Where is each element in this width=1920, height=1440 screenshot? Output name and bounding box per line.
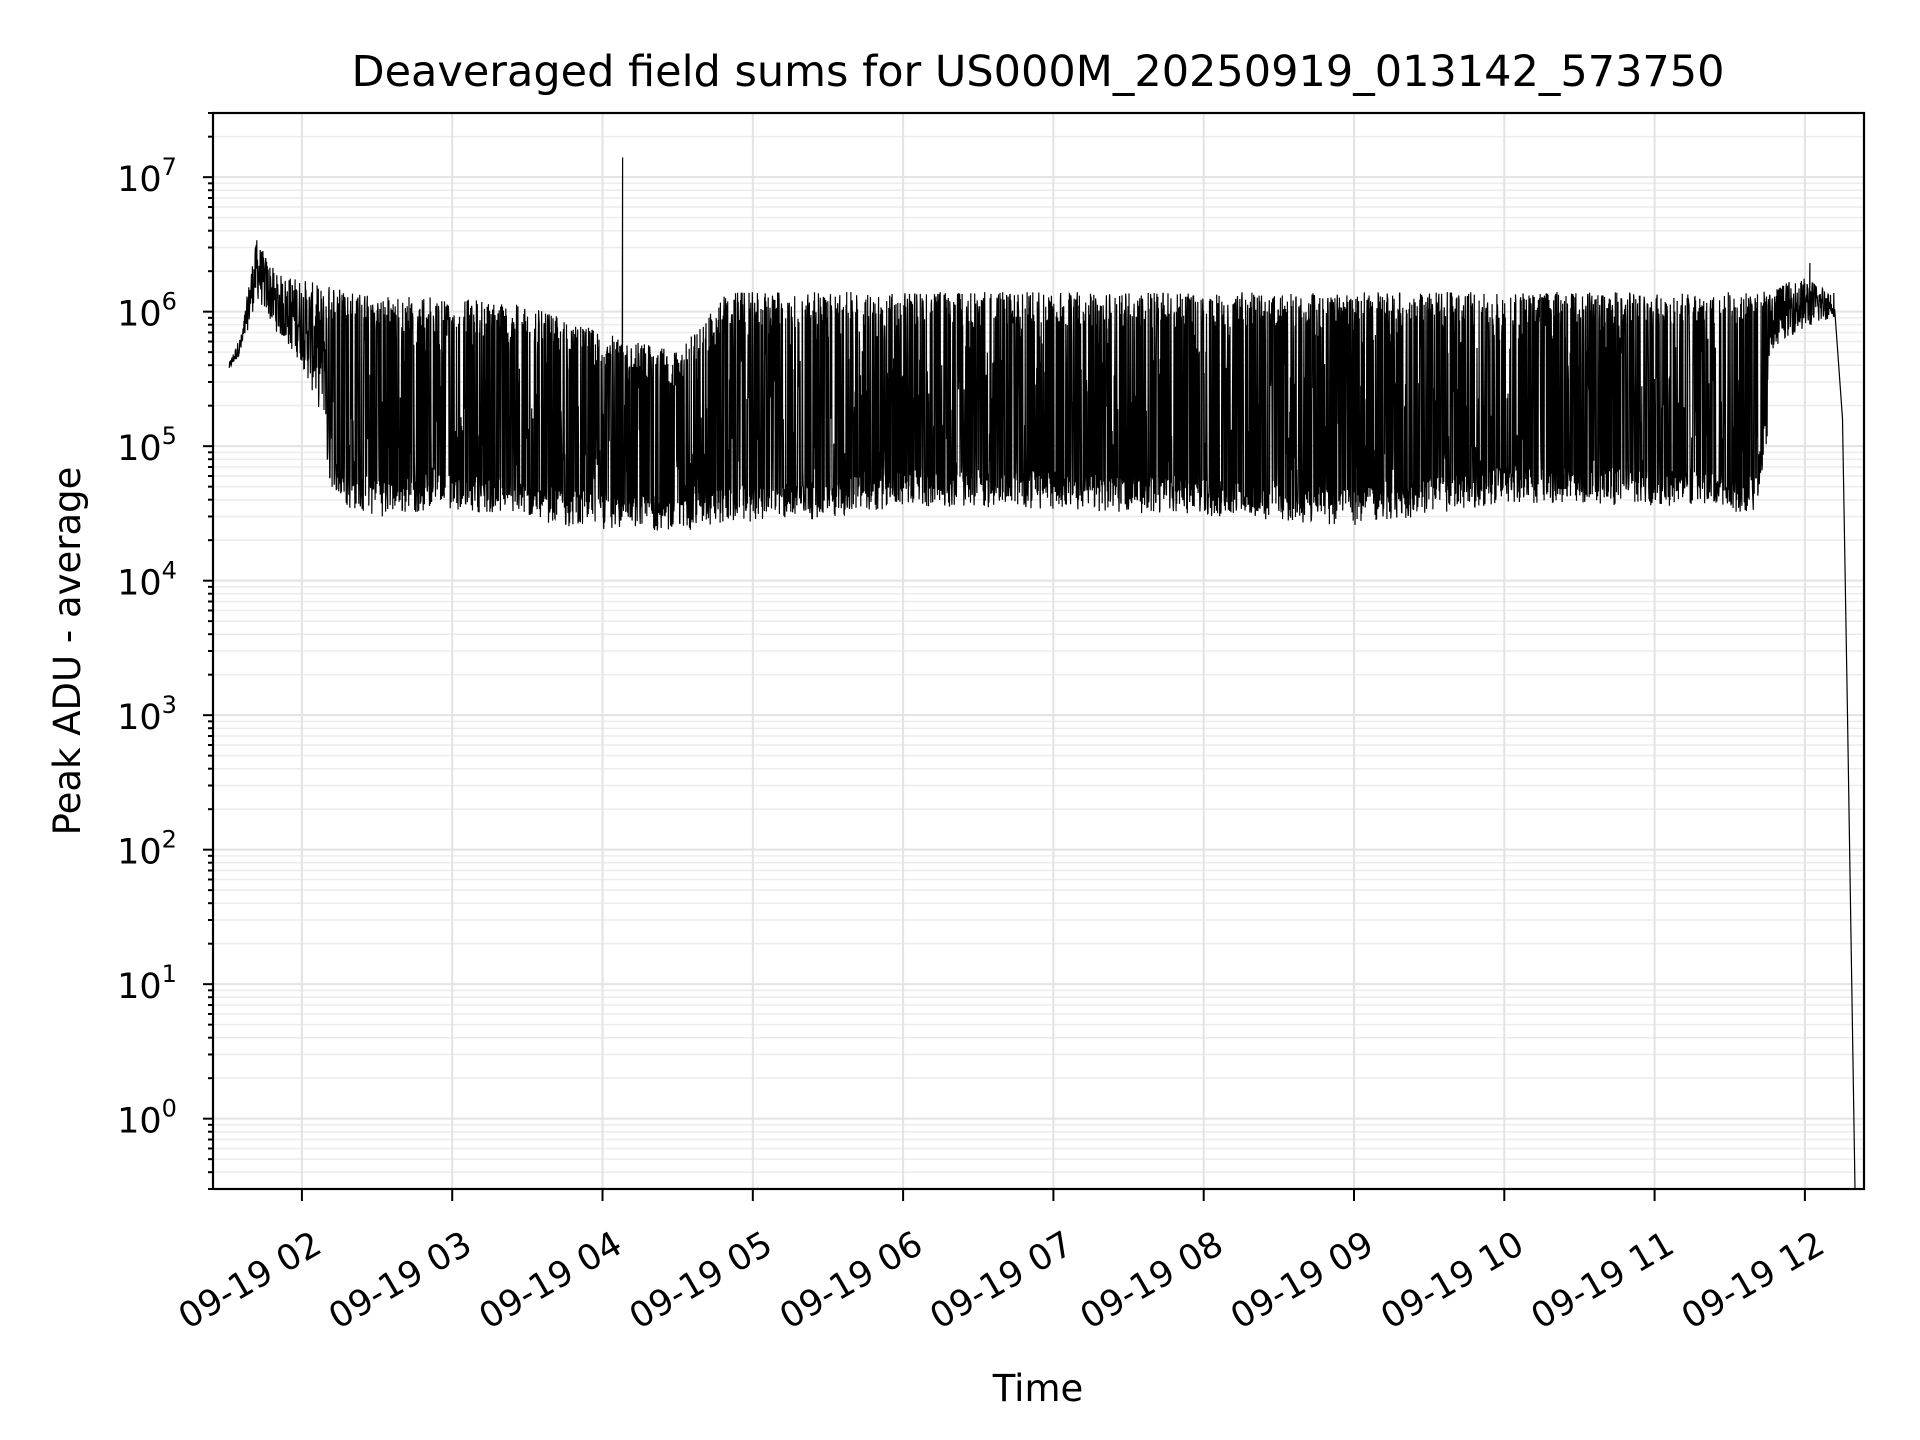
x-tick-label: 09-19 12	[1675, 1224, 1831, 1337]
y-axis: 100 101 102 103 104 105 106 107	[117, 112, 213, 1190]
y-tick-label: 103	[117, 691, 177, 738]
x-tick-label: 09-19 08	[1074, 1224, 1230, 1337]
series	[228, 157, 1856, 1190]
y-tick-label: 104	[117, 557, 177, 604]
x-tick-label: 09-19 04	[473, 1224, 629, 1337]
x-tick-label: 09-19 10	[1375, 1224, 1531, 1337]
x-tick-label: 09-19 11	[1525, 1224, 1681, 1337]
grid	[213, 112, 1864, 1190]
y-tick-label: 106	[117, 288, 177, 335]
x-tick-label: 09-19 06	[773, 1224, 929, 1337]
x-tick-label: 09-19 07	[924, 1224, 1080, 1337]
y-tick-label: 107	[117, 153, 177, 200]
chart-title: Deaveraged field sums for US000M_2025091…	[351, 47, 1724, 97]
x-axis-label: Time	[992, 1367, 1084, 1410]
x-tick-label: 09-19 03	[322, 1224, 478, 1337]
series-line	[228, 157, 1856, 1190]
y-tick-label: 100	[117, 1095, 177, 1142]
y-tick-label: 105	[117, 422, 177, 469]
y-axis-label: Peak ADU - average	[46, 467, 89, 836]
x-tick-label: 09-19 05	[623, 1224, 779, 1337]
x-tick-label: 09-19 09	[1224, 1224, 1380, 1337]
x-tick-label: 09-19 02	[172, 1224, 328, 1337]
y-tick-label: 102	[117, 826, 177, 873]
y-tick-label: 101	[117, 960, 177, 1007]
